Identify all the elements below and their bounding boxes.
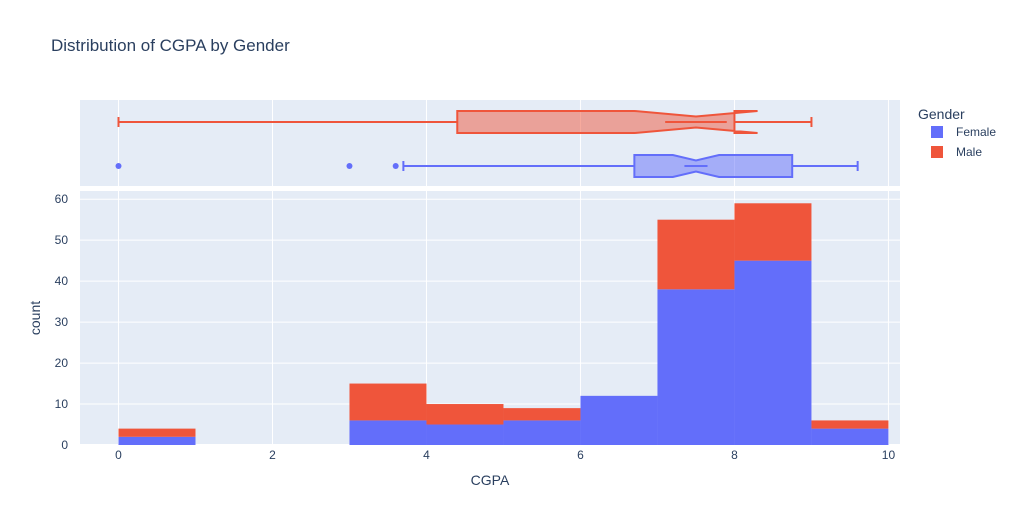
box-plot-panel (80, 100, 900, 186)
y-tick-label: 30 (55, 315, 69, 329)
histogram-bar-male[interactable] (811, 420, 889, 429)
x-tick-label: 4 (423, 448, 430, 462)
histogram-bar-female[interactable] (118, 436, 196, 445)
histogram-bar-female[interactable] (349, 420, 427, 445)
y-tick-label: 10 (55, 397, 69, 411)
legend: Gender Female Male (918, 106, 996, 159)
histogram-bar-male[interactable] (349, 383, 427, 421)
histogram-bar-male[interactable] (503, 408, 581, 421)
histogram-bar-female[interactable] (503, 420, 581, 445)
box-plots (115, 110, 859, 178)
histogram-panel: 0 10 20 30 40 50 60 0 2 4 6 8 10 (55, 191, 900, 462)
box-body-male (456, 110, 758, 134)
legend-items: Female Male (931, 125, 996, 159)
legend-item-male[interactable]: Male (931, 145, 982, 159)
histogram-bar-female[interactable] (811, 428, 889, 445)
box-plot-female[interactable] (115, 154, 859, 178)
y-axis-ticks: 0 10 20 30 40 50 60 (55, 192, 69, 452)
x-axis-title: CGPA (471, 472, 510, 488)
histogram-bar-female[interactable] (426, 424, 504, 445)
x-tick-label: 10 (882, 448, 896, 462)
legend-title: Gender (918, 106, 965, 122)
histogram-bar-female[interactable] (657, 289, 735, 445)
histogram-bars (118, 203, 889, 445)
outlier-point-female[interactable] (346, 163, 353, 169)
histogram-bar-male[interactable] (426, 404, 504, 425)
histogram-bar-male[interactable] (734, 203, 812, 261)
outlier-point-female[interactable] (115, 163, 122, 169)
y-tick-label: 60 (55, 192, 69, 206)
box-plot-male[interactable] (117, 110, 813, 134)
box-body-female (633, 154, 794, 178)
histogram-bar-male[interactable] (657, 219, 735, 290)
x-tick-label: 8 (731, 448, 738, 462)
x-tick-label: 2 (269, 448, 276, 462)
x-tick-label: 0 (115, 448, 122, 462)
y-tick-label: 20 (55, 356, 69, 370)
y-axis-title: count (27, 301, 43, 335)
legend-swatch (931, 146, 943, 158)
legend-label: Female (956, 125, 996, 139)
x-tick-label: 6 (577, 448, 584, 462)
y-tick-label: 40 (55, 274, 69, 288)
legend-label: Male (956, 145, 982, 159)
y-tick-label: 50 (55, 233, 69, 247)
histogram-bar-female[interactable] (734, 260, 812, 445)
histogram-bar-female[interactable] (580, 395, 658, 445)
legend-item-female[interactable]: Female (931, 125, 996, 139)
y-tick-label: 0 (61, 438, 68, 452)
outlier-point-female[interactable] (392, 163, 399, 169)
histogram-bar-male[interactable] (118, 428, 196, 437)
x-axis-ticks: 0 2 4 6 8 10 (115, 448, 895, 462)
chart-title: Distribution of CGPA by Gender (51, 36, 290, 55)
legend-swatch (931, 126, 943, 138)
